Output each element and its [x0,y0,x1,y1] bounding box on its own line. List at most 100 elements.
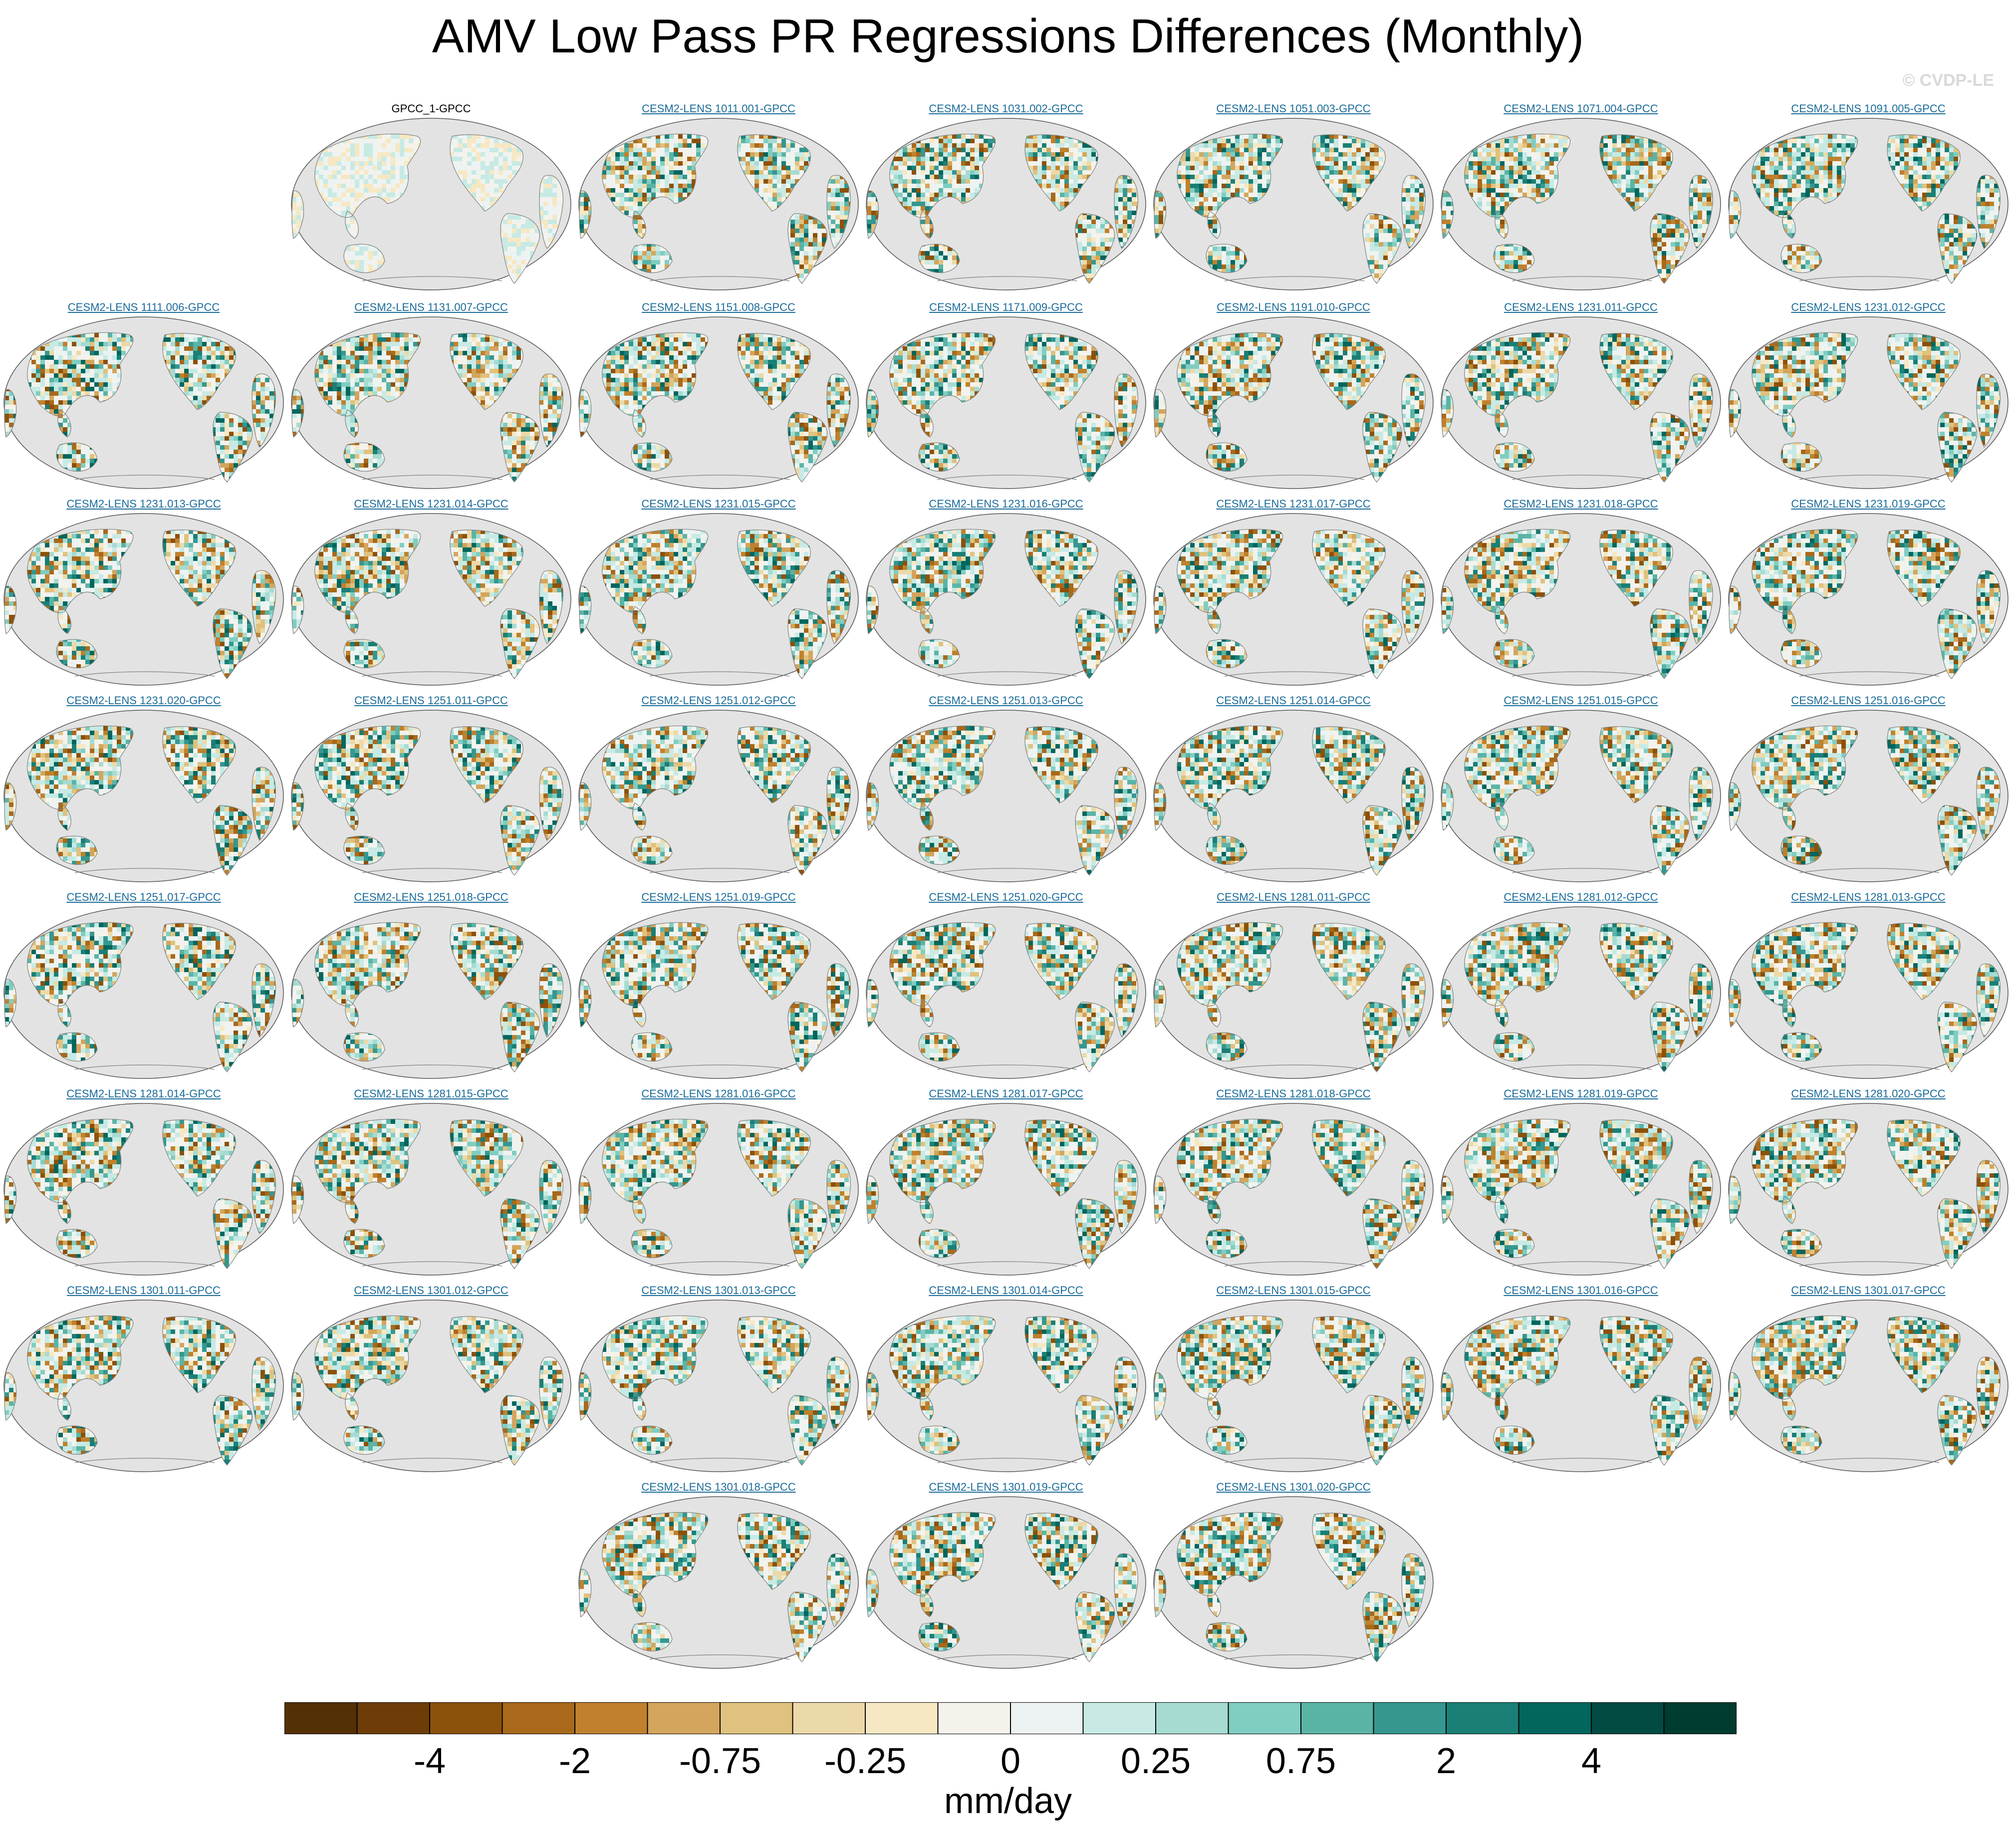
panel-title: CESM2-LENS 1231.015-GPCC [575,498,862,511]
panel-title: CESM2-LENS 1251.012-GPCC [575,694,862,707]
world-map [575,1298,862,1474]
map-panel: CESM2-LENS 1231.016-GPCC [862,498,1150,687]
panel-title: CESM2-LENS 1231.011-GPCC [1437,301,1725,314]
colorbar-swatch [575,1702,648,1734]
world-map [575,1495,862,1670]
map-panel: CESM2-LENS 1231.012-GPCC [1725,301,2012,491]
panel-title: CESM2-LENS 1281.016-GPCC [575,1087,862,1100]
map-panel: CESM2-LENS 1251.013-GPCC [862,694,1150,884]
colorbar-swatch [1010,1702,1083,1734]
colorbar-swatch [1229,1702,1301,1734]
world-map [575,1101,862,1277]
panel-title: CESM2-LENS 1301.017-GPCC [1725,1284,2012,1297]
panel-title: CESM2-LENS 1231.014-GPCC [287,498,575,511]
world-map [1437,905,1725,1080]
panel-title: CESM2-LENS 1281.017-GPCC [862,1087,1150,1100]
world-map [1150,315,1437,491]
map-panel: CESM2-LENS 1251.020-GPCC [862,891,1150,1080]
world-map [862,905,1150,1080]
map-panel: CESM2-LENS 1281.011-GPCC [1150,891,1437,1080]
colorbar-tick-label: 0 [1001,1741,1020,1782]
world-map [862,708,1150,884]
world-map [862,1298,1150,1474]
panel-title: CESM2-LENS 1151.008-GPCC [575,301,862,314]
panel-title: CESM2-LENS 1231.012-GPCC [1725,301,2012,314]
map-panel: CESM2-LENS 1281.020-GPCC [1725,1087,2012,1277]
panel-title: CESM2-LENS 1251.014-GPCC [1150,694,1437,707]
panel-title: CESM2-LENS 1301.018-GPCC [575,1481,862,1494]
map-panel: CESM2-LENS 1231.017-GPCC [1150,498,1437,687]
panel-title: CESM2-LENS 1301.011-GPCC [0,1284,287,1297]
map-panel: CESM2-LENS 1231.014-GPCC [287,498,575,687]
panel-title: CESM2-LENS 1301.019-GPCC [862,1481,1150,1494]
map-panel: CESM2-LENS 1051.003-GPCC [1150,102,1437,292]
panel-title: CESM2-LENS 1231.016-GPCC [862,498,1150,511]
colorbar-swatch [1156,1702,1229,1734]
panel-title: CESM2-LENS 1011.001-GPCC [575,102,862,115]
map-panel: CESM2-LENS 1231.019-GPCC [1725,498,2012,687]
colorbar-swatch [1591,1702,1664,1734]
world-map [1725,512,2012,687]
panel-title: CESM2-LENS 1131.007-GPCC [287,301,575,314]
world-map [287,708,575,884]
map-panel: CESM2-LENS 1231.018-GPCC [1437,498,1725,687]
world-map [1150,1101,1437,1277]
colorbar-swatch [1446,1702,1519,1734]
map-panel: CESM2-LENS 1301.018-GPCC [575,1481,862,1670]
panel-title: CESM2-LENS 1251.016-GPCC [1725,694,2012,707]
map-panel: CESM2-LENS 1301.011-GPCC [0,1284,287,1474]
map-panel: GPCC_1-GPCC [287,102,575,292]
map-panel: CESM2-LENS 1251.011-GPCC [287,694,575,884]
world-map [0,315,287,491]
map-panel: CESM2-LENS 1251.017-GPCC [0,891,287,1080]
world-map [575,905,862,1080]
panel-title: CESM2-LENS 1301.020-GPCC [1150,1481,1437,1494]
world-map [1437,512,1725,687]
panel-title: CESM2-LENS 1091.005-GPCC [1725,102,2012,115]
panel-title: CESM2-LENS 1301.016-GPCC [1437,1284,1725,1297]
world-map [0,905,287,1080]
map-panel: CESM2-LENS 1301.019-GPCC [862,1481,1150,1670]
map-panel: CESM2-LENS 1251.018-GPCC [287,891,575,1080]
panel-title: CESM2-LENS 1301.013-GPCC [575,1284,862,1297]
map-panel: CESM2-LENS 1251.016-GPCC [1725,694,2012,884]
world-map [0,708,287,884]
colorbar-tick-label: -0.75 [679,1741,761,1782]
colorbar-tick-label: -2 [559,1741,591,1782]
world-map [862,116,1150,292]
world-map [1437,708,1725,884]
world-map [1150,512,1437,687]
map-panel: CESM2-LENS 1301.012-GPCC [287,1284,575,1474]
map-panel: CESM2-LENS 1251.019-GPCC [575,891,862,1080]
panel-title: CESM2-LENS 1281.013-GPCC [1725,891,2012,904]
panel-title: CESM2-LENS 1251.011-GPCC [287,694,575,707]
colorbar-tick-label: -0.25 [824,1741,906,1782]
map-panel: CESM2-LENS 1111.006-GPCC [0,301,287,491]
world-map [287,1298,575,1474]
world-map [0,1298,287,1474]
panel-title: CESM2-LENS 1281.011-GPCC [1150,891,1437,904]
colorbar-swatch [793,1702,866,1734]
world-map [1725,116,2012,292]
map-panel: CESM2-LENS 1281.017-GPCC [862,1087,1150,1277]
map-panel: CESM2-LENS 1281.012-GPCC [1437,891,1725,1080]
world-map [1150,905,1437,1080]
world-map [1150,1298,1437,1474]
panel-title: CESM2-LENS 1231.020-GPCC [0,694,287,707]
colorbar-swatch [720,1702,793,1734]
colorbar-tick-label: 0.25 [1121,1741,1191,1782]
panel-title: GPCC_1-GPCC [287,102,575,115]
map-panel: CESM2-LENS 1301.015-GPCC [1150,1284,1437,1474]
map-panel: CESM2-LENS 1281.019-GPCC [1437,1087,1725,1277]
world-map [1725,1101,2012,1277]
map-panel: CESM2-LENS 1281.018-GPCC [1150,1087,1437,1277]
panel-title: CESM2-LENS 1251.015-GPCC [1437,694,1725,707]
world-map [1725,905,2012,1080]
colorbar-units: mm/day [944,1781,1072,1822]
panel-title: CESM2-LENS 1251.018-GPCC [287,891,575,904]
world-map [287,512,575,687]
panel-title: CESM2-LENS 1111.006-GPCC [0,301,287,314]
colorbar-tick-label: -4 [414,1741,446,1782]
world-map [1150,116,1437,292]
panel-title: CESM2-LENS 1251.013-GPCC [862,694,1150,707]
